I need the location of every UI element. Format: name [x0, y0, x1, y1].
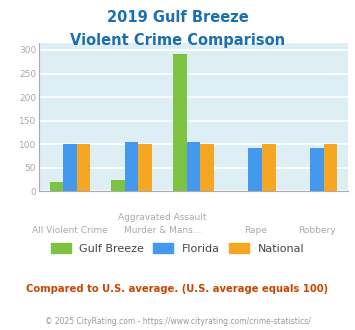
Bar [324, 144, 337, 191]
Legend: Gulf Breeze, Florida, National: Gulf Breeze, Florida, National [50, 243, 305, 254]
Bar [50, 182, 63, 191]
Bar [187, 142, 200, 191]
Bar [262, 144, 275, 191]
Bar [111, 180, 125, 191]
Bar [200, 144, 214, 191]
Bar [138, 144, 152, 191]
Bar [248, 148, 262, 191]
Bar [63, 144, 77, 191]
Text: Compared to U.S. average. (U.S. average equals 100): Compared to U.S. average. (U.S. average … [26, 284, 329, 294]
Text: Robbery: Robbery [298, 226, 336, 235]
Text: 2019 Gulf Breeze: 2019 Gulf Breeze [106, 10, 248, 25]
Bar [173, 54, 187, 191]
Text: Murder & Mans...: Murder & Mans... [124, 226, 201, 235]
Bar [125, 142, 138, 191]
Text: Rape: Rape [244, 226, 267, 235]
Text: Aggravated Assault: Aggravated Assault [118, 213, 207, 222]
Text: Violent Crime Comparison: Violent Crime Comparison [70, 33, 285, 48]
Bar [310, 148, 324, 191]
Text: © 2025 CityRating.com - https://www.cityrating.com/crime-statistics/: © 2025 CityRating.com - https://www.city… [45, 317, 310, 326]
Bar [77, 144, 90, 191]
Text: All Violent Crime: All Violent Crime [32, 226, 108, 235]
